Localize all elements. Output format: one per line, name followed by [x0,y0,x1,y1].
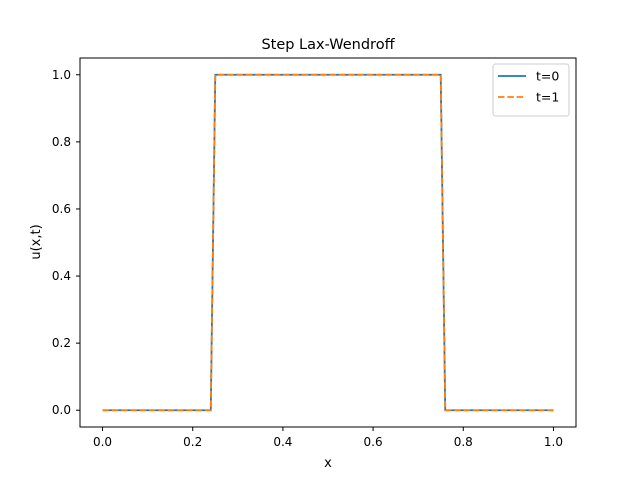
legend-box [492,63,570,117]
y-axis-label: u(x,t) [29,224,44,259]
x-tick-label: 1.0 [544,435,563,449]
x-tick-label: 0.2 [183,435,202,449]
x-axis: 0.0 0.2 0.4 0.6 0.8 1.0 [93,427,563,449]
y-tick-label: 0.8 [52,135,71,149]
x-tick-label: 0.8 [454,435,473,449]
y-axis: 0.0 0.2 0.4 0.6 0.8 1.0 [52,68,80,417]
chart-title: Step Lax-Wendroff [261,37,395,53]
y-tick-label: 0.2 [52,336,71,350]
series-line-2 [102,73,554,412]
series-layer [102,73,554,412]
legend: t=0t=1 [492,63,570,117]
y-tick-label: 0.0 [52,403,71,417]
y-tick-label: 1.0 [52,68,71,82]
y-tick-label: 0.6 [52,202,71,216]
x-tick-label: 0.4 [273,435,292,449]
plot-frame [79,57,577,428]
x-axis-label: x [324,456,332,471]
legend-label-1: t=0 [536,69,559,84]
x-tick-label: 0.6 [364,435,383,449]
x-tick-label: 0.0 [93,435,112,449]
legend-label-2: t=1 [536,90,559,105]
y-tick-label: 0.4 [52,269,71,283]
